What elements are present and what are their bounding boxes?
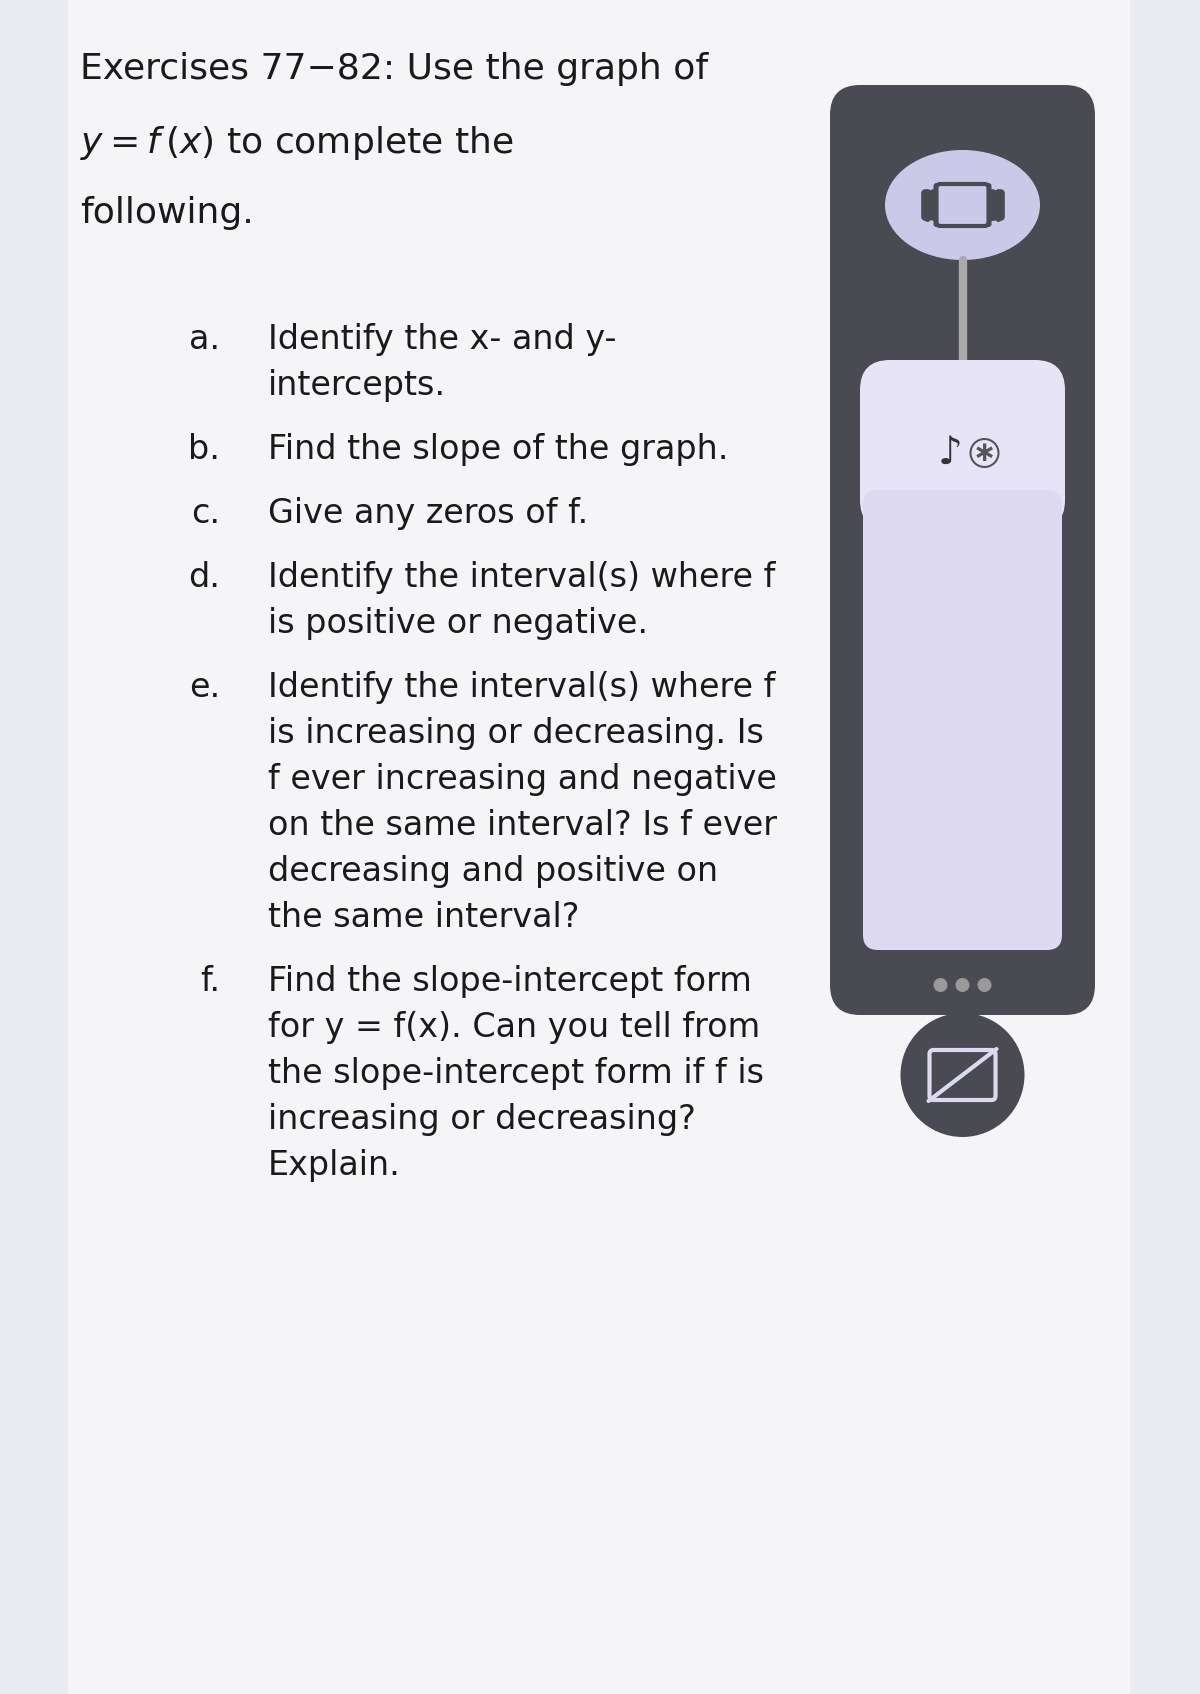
Bar [0,0,68,1694]
Text: b.: b. [188,434,220,466]
FancyBboxPatch shape [863,490,1062,950]
Text: f.: f. [200,966,220,998]
Text: Identify the x- and y-: Identify the x- and y- [268,324,617,356]
Text: Exercises 77−82: Use the graph of: Exercises 77−82: Use the graph of [80,53,708,86]
Text: is positive or negative.: is positive or negative. [268,606,648,640]
Bar [1130,0,1200,1694]
Text: ∗: ∗ [973,439,996,468]
Circle shape [900,1013,1025,1137]
Text: following.: following. [80,197,253,230]
Text: the slope-intercept form if f is: the slope-intercept form if f is [268,1057,764,1089]
Text: Find the slope of the graph.: Find the slope of the graph. [268,434,728,466]
Text: f ever increasing and negative: f ever increasing and negative [268,762,776,796]
Text: d.: d. [188,561,220,595]
Text: a.: a. [188,324,220,356]
FancyBboxPatch shape [936,185,989,225]
FancyBboxPatch shape [934,183,991,227]
Text: Identify the interval(s) where f: Identify the interval(s) where f [268,671,775,705]
Text: Give any zeros of f.: Give any zeros of f. [268,496,588,530]
Text: increasing or decreasing?: increasing or decreasing? [268,1103,696,1137]
Text: is increasing or decreasing. Is: is increasing or decreasing. Is [268,717,764,750]
Ellipse shape [886,151,1040,259]
Text: ♪: ♪ [938,434,962,473]
Text: the same interval?: the same interval? [268,901,580,933]
Text: on the same interval? Is f ever: on the same interval? Is f ever [268,810,778,842]
Text: Explain.: Explain. [268,1149,401,1182]
Text: $y = f\,(x)$ to complete the: $y = f\,(x)$ to complete the [80,124,514,163]
Text: decreasing and positive on: decreasing and positive on [268,855,718,888]
Text: Find the slope-intercept form: Find the slope-intercept form [268,966,752,998]
Circle shape [934,977,948,993]
FancyBboxPatch shape [860,361,1066,530]
Text: e.: e. [188,671,220,705]
FancyBboxPatch shape [930,1050,996,1099]
Circle shape [955,977,970,993]
Circle shape [978,977,991,993]
FancyBboxPatch shape [830,85,1096,1015]
Text: Identify the interval(s) where f: Identify the interval(s) where f [268,561,775,595]
Text: intercepts.: intercepts. [268,369,446,401]
Text: for y = f(x). Can you tell from: for y = f(x). Can you tell from [268,1011,761,1044]
Text: c.: c. [191,496,220,530]
